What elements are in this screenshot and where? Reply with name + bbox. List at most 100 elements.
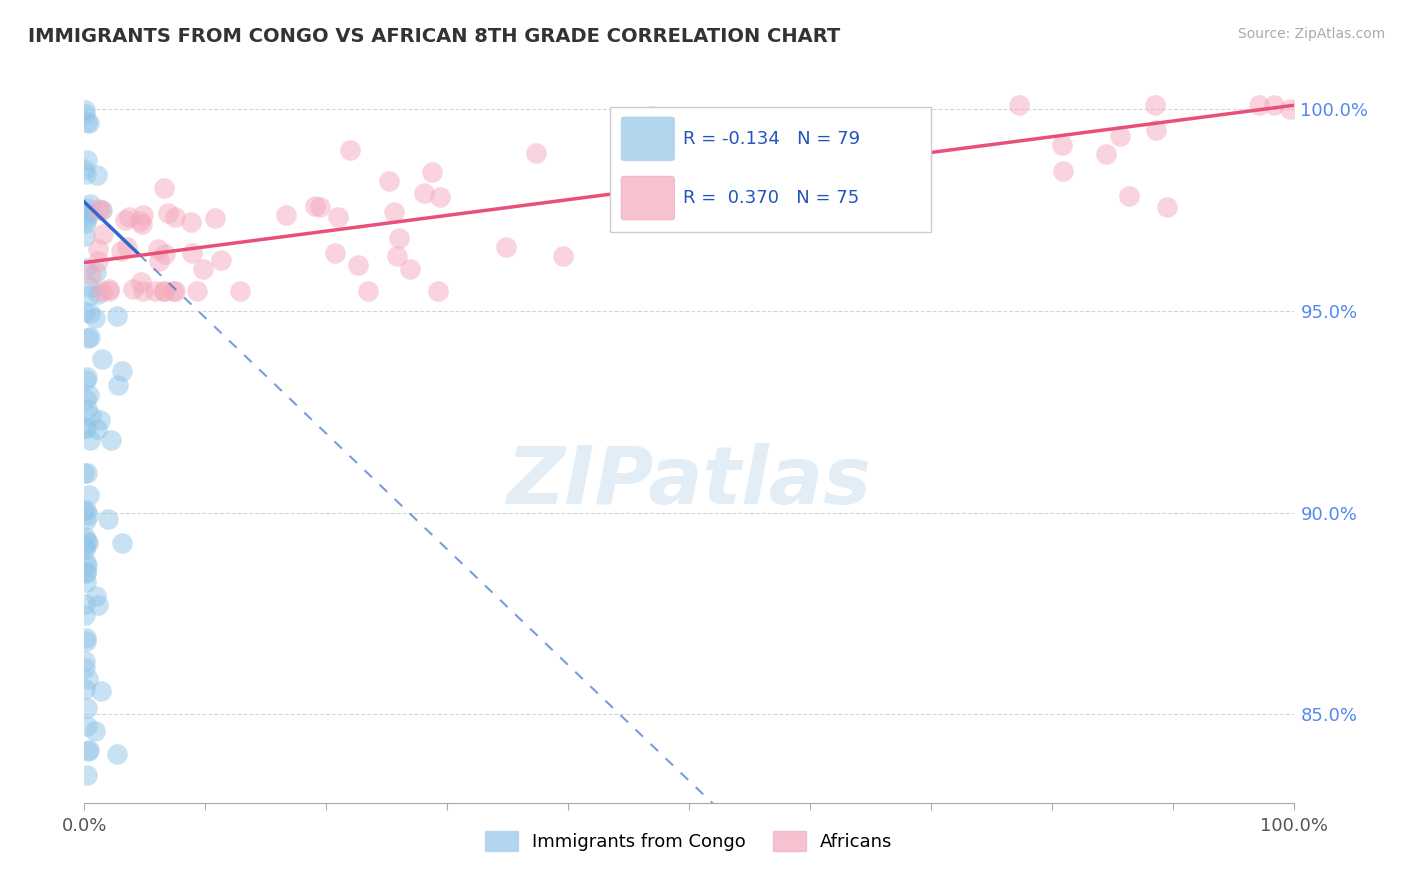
- Point: [75, 608, 97, 623]
- Point: [98, 282, 121, 296]
- Point: [76, 575, 98, 590]
- FancyBboxPatch shape: [621, 177, 675, 219]
- Point: [153, 247, 176, 261]
- Point: [388, 231, 411, 245]
- Point: [73, 466, 96, 480]
- Point: [89, 412, 111, 426]
- Point: [75, 373, 97, 387]
- Point: [274, 208, 297, 222]
- Point: [429, 190, 451, 204]
- Point: [229, 284, 252, 298]
- Point: [79, 197, 101, 211]
- Point: [398, 262, 420, 277]
- Point: [77, 508, 100, 522]
- Point: [75, 565, 97, 579]
- Point: [162, 284, 184, 298]
- Point: [76, 201, 98, 215]
- Point: [304, 199, 326, 213]
- Point: [75, 540, 97, 554]
- Point: [191, 261, 214, 276]
- Point: [76, 559, 98, 574]
- Point: [110, 536, 132, 550]
- Point: [75, 167, 97, 181]
- Point: [87, 243, 110, 257]
- Text: ZIPatlas: ZIPatlas: [506, 442, 872, 521]
- Point: [76, 402, 98, 417]
- Point: [76, 767, 98, 781]
- Point: [80, 267, 103, 281]
- Point: [420, 165, 443, 179]
- Point: [131, 218, 153, 232]
- Point: [75, 634, 97, 648]
- Point: [87, 202, 110, 216]
- Point: [163, 211, 186, 225]
- Point: [80, 409, 103, 424]
- Point: [1050, 137, 1073, 152]
- Point: [76, 534, 98, 549]
- Point: [800, 143, 823, 157]
- Point: [77, 331, 100, 345]
- Point: [97, 284, 120, 298]
- Point: [87, 286, 110, 301]
- Point: [75, 681, 97, 696]
- Point: [75, 513, 97, 527]
- Point: [77, 742, 100, 756]
- Point: [75, 228, 97, 243]
- Point: [385, 249, 408, 263]
- Point: [495, 240, 517, 254]
- Point: [86, 422, 108, 436]
- Point: [339, 143, 361, 157]
- Point: [609, 151, 631, 165]
- Point: [75, 503, 97, 517]
- Point: [748, 142, 770, 156]
- Point: [107, 378, 129, 392]
- Point: [90, 683, 112, 698]
- Point: [97, 512, 120, 526]
- Point: [1247, 98, 1270, 112]
- Point: [145, 284, 167, 298]
- Point: [73, 529, 96, 543]
- Text: IMMIGRANTS FROM CONGO VS AFRICAN 8TH GRADE CORRELATION CHART: IMMIGRANTS FROM CONGO VS AFRICAN 8TH GRA…: [28, 27, 841, 45]
- Point: [105, 310, 128, 324]
- Point: [114, 213, 136, 227]
- Point: [640, 109, 662, 123]
- Point: [776, 158, 799, 172]
- Text: Source: ZipAtlas.com: Source: ZipAtlas.com: [1237, 27, 1385, 41]
- Point: [1263, 98, 1285, 112]
- Point: [76, 204, 98, 219]
- Point: [524, 145, 547, 160]
- Point: [75, 392, 97, 407]
- Point: [209, 253, 232, 268]
- Point: [157, 206, 180, 220]
- Point: [73, 541, 96, 556]
- Point: [686, 141, 709, 155]
- Point: [326, 210, 349, 224]
- Point: [77, 488, 100, 502]
- Point: [77, 116, 100, 130]
- Point: [110, 244, 132, 258]
- Point: [86, 253, 108, 268]
- Point: [76, 114, 98, 128]
- Point: [131, 275, 153, 289]
- Point: [79, 280, 101, 294]
- Text: R = -0.134   N = 79: R = -0.134 N = 79: [683, 130, 860, 148]
- Point: [1008, 98, 1031, 112]
- Point: [75, 421, 97, 435]
- Point: [111, 364, 134, 378]
- Point: [163, 284, 186, 298]
- Point: [73, 161, 96, 176]
- Point: [75, 661, 97, 675]
- Point: [73, 504, 96, 518]
- Point: [77, 744, 100, 758]
- Point: [73, 420, 96, 434]
- FancyBboxPatch shape: [610, 107, 931, 232]
- Point: [384, 205, 406, 219]
- Point: [551, 250, 574, 264]
- Point: [91, 284, 114, 298]
- Point: [84, 723, 107, 738]
- Point: [73, 107, 96, 121]
- Point: [76, 153, 98, 167]
- Point: [91, 202, 114, 217]
- Legend: Immigrants from Congo, Africans: Immigrants from Congo, Africans: [478, 823, 900, 858]
- Point: [75, 597, 97, 611]
